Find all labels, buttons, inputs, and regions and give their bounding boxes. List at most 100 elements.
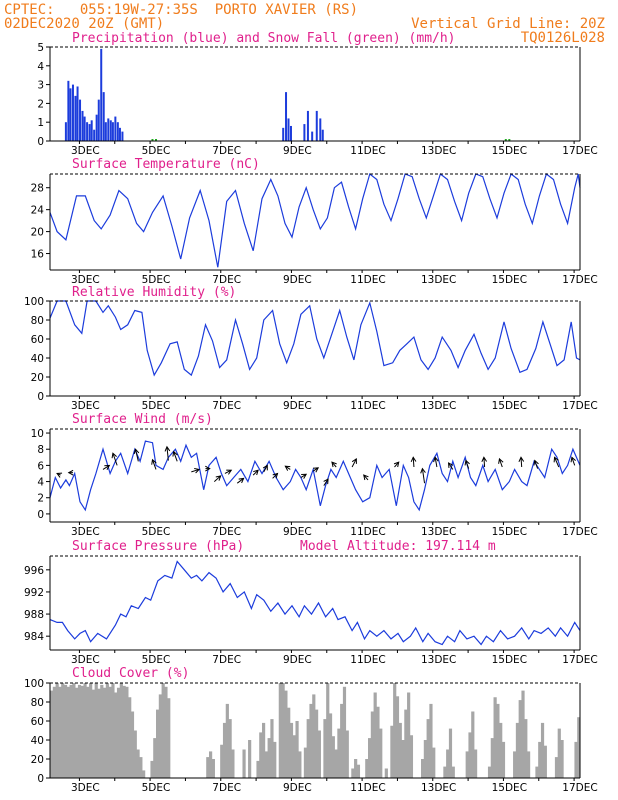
wind-panel: Surface Wind (m/s) 0 2 4 6 8 10 3DEC 5DEC 7DEC 9DE… xyxy=(31,412,598,538)
precip-bar xyxy=(81,110,84,141)
cloud-bar xyxy=(393,683,397,778)
humidity-panel: Relative Humidity (%) 0 20 40 60 80 100 3DEC 5DE… xyxy=(24,285,598,412)
x-tick-label: 15DEC xyxy=(492,400,527,412)
x-tick-label: 13DEC xyxy=(421,782,456,794)
cloud-bar xyxy=(513,751,517,778)
precip-bar xyxy=(93,129,96,141)
y-tick-label: 984 xyxy=(24,631,44,643)
cloud-bar xyxy=(231,749,235,778)
cloud-bar xyxy=(423,740,427,778)
x-tick-label: 15DEC xyxy=(492,526,527,538)
y-tick-label: 5 xyxy=(37,42,44,54)
cloud-bar xyxy=(100,684,104,778)
cloud-bar xyxy=(543,745,547,778)
cloud-bar xyxy=(153,738,157,778)
precip-bar xyxy=(90,120,93,141)
cloud-bar xyxy=(342,686,347,778)
y-tick-label: 6 xyxy=(37,460,44,472)
cloud-bar xyxy=(125,686,129,778)
precip-bar xyxy=(88,124,91,141)
cloud-bar xyxy=(404,709,408,778)
precip-bar xyxy=(64,122,67,141)
cloud-bar xyxy=(345,730,349,778)
cloud-bar xyxy=(407,692,411,778)
x-tick-label: 13DEC xyxy=(421,274,456,286)
cloud-bar xyxy=(446,749,450,778)
y-tick-label: 8 xyxy=(37,444,44,456)
header-location: CPTEC: 055:19W-27:35S PORTO XAVIER (RS) xyxy=(4,2,358,18)
x-tick-label: 11DEC xyxy=(350,145,385,157)
cloud-bar xyxy=(278,683,282,778)
cloud-bar xyxy=(356,764,361,778)
y-tick-label: 10 xyxy=(31,428,44,440)
y-tick-label: 60 xyxy=(31,334,44,346)
x-tick-label: 13DEC xyxy=(421,526,456,538)
y-tick-label: 40 xyxy=(31,353,44,365)
x-tick-label: 5DEC xyxy=(142,654,171,666)
y-tick-label: 100 xyxy=(24,296,44,308)
x-tick-label: 17DEC xyxy=(562,400,597,412)
x-tick-label: 5DEC xyxy=(142,400,171,412)
cloud-bar xyxy=(94,683,98,778)
x-tick-label: 7DEC xyxy=(212,400,241,412)
x-tick-label: 9DEC xyxy=(283,145,312,157)
cloud-bar xyxy=(77,684,82,778)
cloud-bar xyxy=(114,692,118,778)
x-tick-label: 5DEC xyxy=(142,145,171,157)
cloud-bar xyxy=(554,757,559,778)
cloud-bar xyxy=(292,735,296,778)
cloud-panel: Cloud Cover (%) 0 20 40 60 80 100 3DEC 5DEC 7DEC 9… xyxy=(24,666,598,794)
cloud-bar xyxy=(312,694,316,778)
x-tick-label: 5DEC xyxy=(142,526,171,538)
precip-bar xyxy=(69,88,72,141)
cloud-bar xyxy=(443,766,447,778)
cloud-bar xyxy=(289,722,294,778)
wind-arrow xyxy=(133,448,140,462)
cloud-bar xyxy=(108,686,112,778)
cloud-bar xyxy=(248,740,252,778)
cloud-bar xyxy=(270,719,274,778)
x-tick-label: 9DEC xyxy=(283,400,312,412)
x-tick-label: 3DEC xyxy=(71,400,100,412)
cloud-bar xyxy=(130,711,135,778)
y-tick-label: 24 xyxy=(31,205,45,217)
cloud-bar xyxy=(557,728,561,778)
cloud-bar xyxy=(524,719,528,778)
header-model-id: TQ0126L028 xyxy=(521,30,605,46)
x-tick-label: 15DEC xyxy=(492,782,527,794)
cloud-bar xyxy=(577,717,581,778)
cloud-bar xyxy=(398,722,402,778)
y-tick-label: 80 xyxy=(31,697,44,709)
cloud-bar xyxy=(105,683,109,778)
y-tick-label: 992 xyxy=(24,587,44,599)
precip-bar xyxy=(111,122,114,141)
precip-title: Precipitation (blue) and Snow Fall (gree… xyxy=(72,31,456,46)
cloud-bar xyxy=(89,683,93,778)
cloud-bar xyxy=(259,732,263,778)
humidity-title: Relative Humidity (%) xyxy=(72,285,236,300)
cloud-bar xyxy=(211,759,215,778)
cloud-bar xyxy=(451,766,455,778)
cloud-bar xyxy=(303,747,308,778)
cloud-bar xyxy=(354,759,358,778)
y-tick-label: 0 xyxy=(37,773,44,785)
precip-bar xyxy=(285,92,288,141)
cloud-bar xyxy=(426,719,430,778)
cloud-bar xyxy=(66,686,70,778)
wind-arrow xyxy=(433,456,439,468)
y-tick-label: 1 xyxy=(37,117,44,129)
x-tick-label: 9DEC xyxy=(283,654,312,666)
x-tick-label: 17DEC xyxy=(562,274,597,286)
y-tick-label: 988 xyxy=(24,609,44,621)
y-tick-label: 20 xyxy=(31,754,44,766)
cloud-bar xyxy=(142,770,146,778)
cloud-bar xyxy=(136,749,140,778)
cloud-bar xyxy=(158,694,162,778)
cloud-bar xyxy=(471,711,475,778)
cloud-bar xyxy=(167,698,171,778)
cloud-bar xyxy=(351,768,355,778)
wind-line xyxy=(49,440,581,512)
x-tick-label: 11DEC xyxy=(350,654,385,666)
y-tick-label: 100 xyxy=(24,678,44,690)
wind-arrow xyxy=(272,472,279,479)
